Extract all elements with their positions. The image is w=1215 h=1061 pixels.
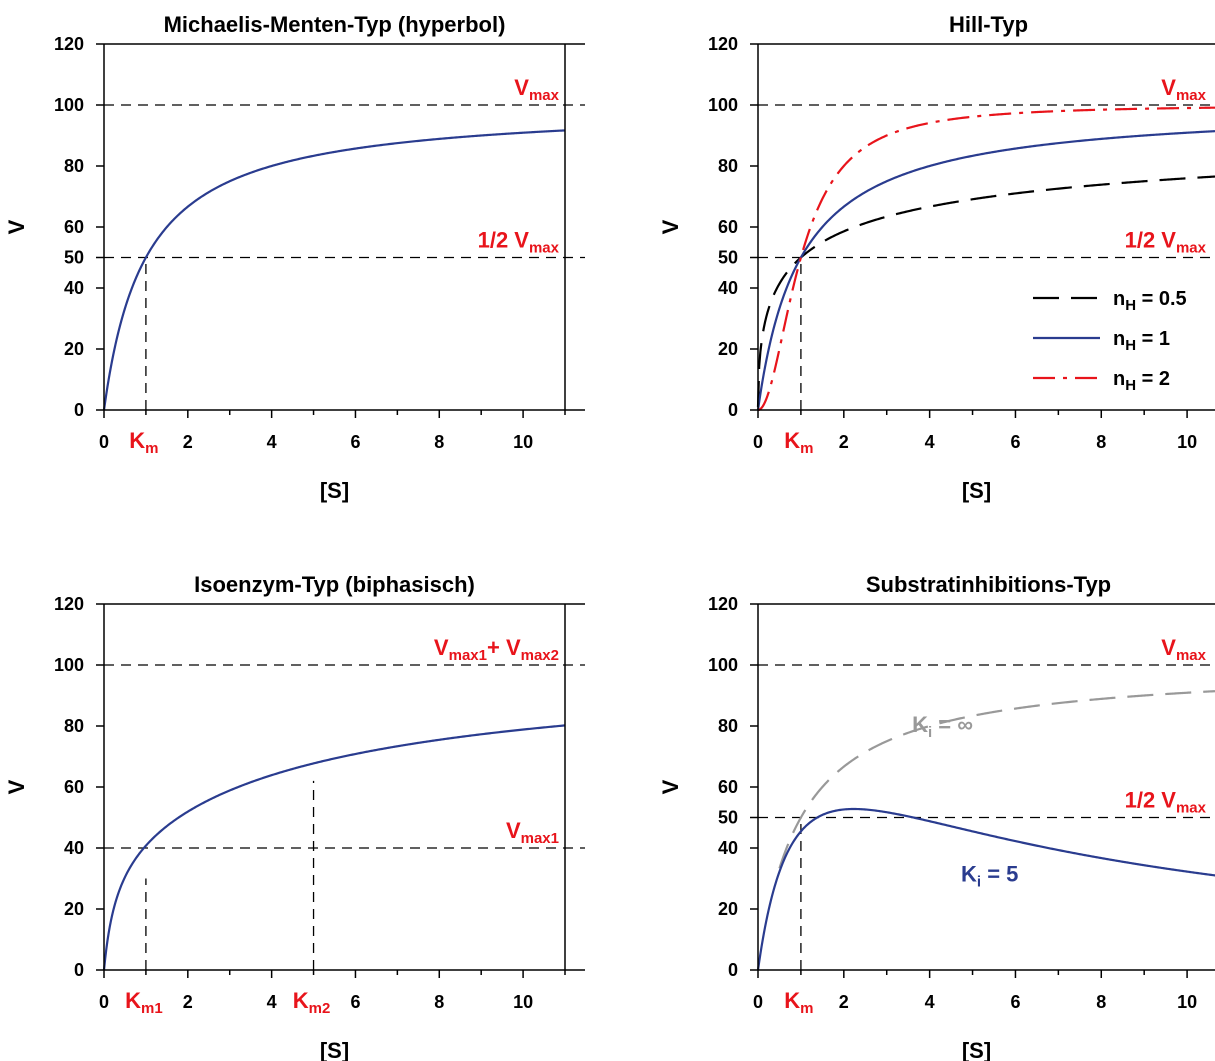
chart-title: Hill-Typ xyxy=(949,12,1028,37)
y-tick-label: 50 xyxy=(64,248,84,268)
legend-label: nH = 0.5 xyxy=(1113,288,1187,314)
y-tick-label: 40 xyxy=(718,838,738,858)
y-axis-label: V xyxy=(658,779,683,794)
legend-label: nH = 2 xyxy=(1113,368,1170,394)
chart-title: Michaelis-Menten-Typ (hyperbol) xyxy=(164,12,506,37)
series-line xyxy=(756,130,1215,411)
y-tick-label: 40 xyxy=(64,278,84,298)
y-tick-label: 50 xyxy=(718,808,738,828)
hline-label: 1/2 Vmax xyxy=(1125,788,1207,817)
x-tick-label: 0 xyxy=(753,992,763,1012)
series-line xyxy=(778,690,1215,869)
y-tick-label: 120 xyxy=(54,34,84,54)
curve-annotation: Ki = 5 xyxy=(961,862,1018,891)
x-axis-label: [S] xyxy=(320,478,349,503)
series-line xyxy=(756,807,1215,971)
x-axis-label: [S] xyxy=(962,1038,991,1061)
y-axis-label: V xyxy=(4,779,29,794)
y-tick-label: 100 xyxy=(54,95,84,115)
curve-annotation: Ki = ∞ xyxy=(912,712,973,741)
hline-label: Vmax1+ Vmax2 xyxy=(434,635,559,664)
chart-title: Isoenzym-Typ (biphasisch) xyxy=(194,572,475,597)
hline-label: 1/2 Vmax xyxy=(1125,228,1207,257)
y-tick-label: 0 xyxy=(728,400,738,420)
x-tick-label: 10 xyxy=(513,992,533,1012)
y-tick-label: 0 xyxy=(728,960,738,980)
series-line xyxy=(102,129,566,411)
hline-label: Vmax xyxy=(514,75,559,104)
y-tick-label: 20 xyxy=(64,899,84,919)
x-tick-label: 8 xyxy=(1096,432,1106,452)
y-tick-label: 80 xyxy=(64,716,84,736)
x-tick-label: 2 xyxy=(183,992,193,1012)
x-tick-label: 2 xyxy=(839,992,849,1012)
x-axis-label: [S] xyxy=(320,1038,349,1061)
y-tick-label: 100 xyxy=(708,95,738,115)
y-tick-label: 40 xyxy=(718,278,738,298)
chart-panel-4: Substratinhibitions-Typ02040506080100120… xyxy=(658,572,1215,1061)
hline-label: Vmax1 xyxy=(506,818,559,847)
x-tick-label: 8 xyxy=(1096,992,1106,1012)
hline-label: Vmax xyxy=(1161,635,1206,664)
km-label: Km xyxy=(129,428,158,457)
x-tick-label: 6 xyxy=(1010,432,1020,452)
y-tick-label: 50 xyxy=(718,248,738,268)
x-tick-label: 0 xyxy=(753,432,763,452)
series-line xyxy=(756,175,1215,408)
y-tick-label: 20 xyxy=(718,339,738,359)
y-tick-label: 100 xyxy=(54,655,84,675)
x-tick-label: 8 xyxy=(434,992,444,1012)
x-tick-label: 4 xyxy=(925,432,935,452)
x-tick-label: 2 xyxy=(183,432,193,452)
y-axis-label: V xyxy=(4,219,29,234)
series-line xyxy=(757,106,1215,412)
series-line xyxy=(102,724,566,971)
x-tick-label: 4 xyxy=(267,992,277,1012)
x-tick-label: 8 xyxy=(434,432,444,452)
y-tick-label: 80 xyxy=(64,156,84,176)
chart-panel-1: Michaelis-Menten-Typ (hyperbol)020405060… xyxy=(4,12,585,503)
y-tick-label: 20 xyxy=(718,899,738,919)
y-axis-label: V xyxy=(658,219,683,234)
km-label: Km1 xyxy=(125,988,163,1017)
x-tick-label: 10 xyxy=(1177,992,1197,1012)
hline-label: Vmax xyxy=(1161,75,1206,104)
x-tick-label: 6 xyxy=(350,432,360,452)
y-tick-label: 0 xyxy=(74,960,84,980)
y-tick-label: 60 xyxy=(718,777,738,797)
y-tick-label: 120 xyxy=(708,34,738,54)
y-tick-label: 60 xyxy=(64,777,84,797)
y-tick-label: 20 xyxy=(64,339,84,359)
x-tick-label: 6 xyxy=(350,992,360,1012)
km-label: Km xyxy=(784,428,813,457)
y-tick-label: 60 xyxy=(718,217,738,237)
y-tick-label: 80 xyxy=(718,716,738,736)
y-tick-label: 0 xyxy=(74,400,84,420)
y-tick-label: 100 xyxy=(708,655,738,675)
y-tick-label: 120 xyxy=(54,594,84,614)
x-tick-label: 4 xyxy=(925,992,935,1012)
x-tick-label: 6 xyxy=(1010,992,1020,1012)
chart-title: Substratinhibitions-Typ xyxy=(866,572,1111,597)
chart-panel-3: Isoenzym-Typ (biphasisch)020406080100120… xyxy=(4,572,585,1061)
y-tick-label: 40 xyxy=(64,838,84,858)
x-tick-label: 0 xyxy=(99,432,109,452)
chart-panel-2: Hill-Typ 0 20 40 50 60 80 100 120 0 2 4 6 8 10 [S] V Vmax… xyxy=(658,12,1215,503)
y-tick-label: 60 xyxy=(64,217,84,237)
x-tick-label: 10 xyxy=(1177,432,1197,452)
x-tick-label: 10 xyxy=(513,432,533,452)
x-tick-label: 0 xyxy=(99,992,109,1012)
x-tick-label: 2 xyxy=(839,432,849,452)
x-tick-label: 4 xyxy=(267,432,277,452)
legend-label: nH = 1 xyxy=(1113,328,1170,354)
x-axis-label: [S] xyxy=(962,478,991,503)
hline-label: 1/2 Vmax xyxy=(478,228,560,257)
km-label: Km xyxy=(784,988,813,1017)
y-tick-label: 120 xyxy=(708,594,738,614)
y-tick-label: 80 xyxy=(718,156,738,176)
km-label: Km2 xyxy=(293,988,331,1017)
